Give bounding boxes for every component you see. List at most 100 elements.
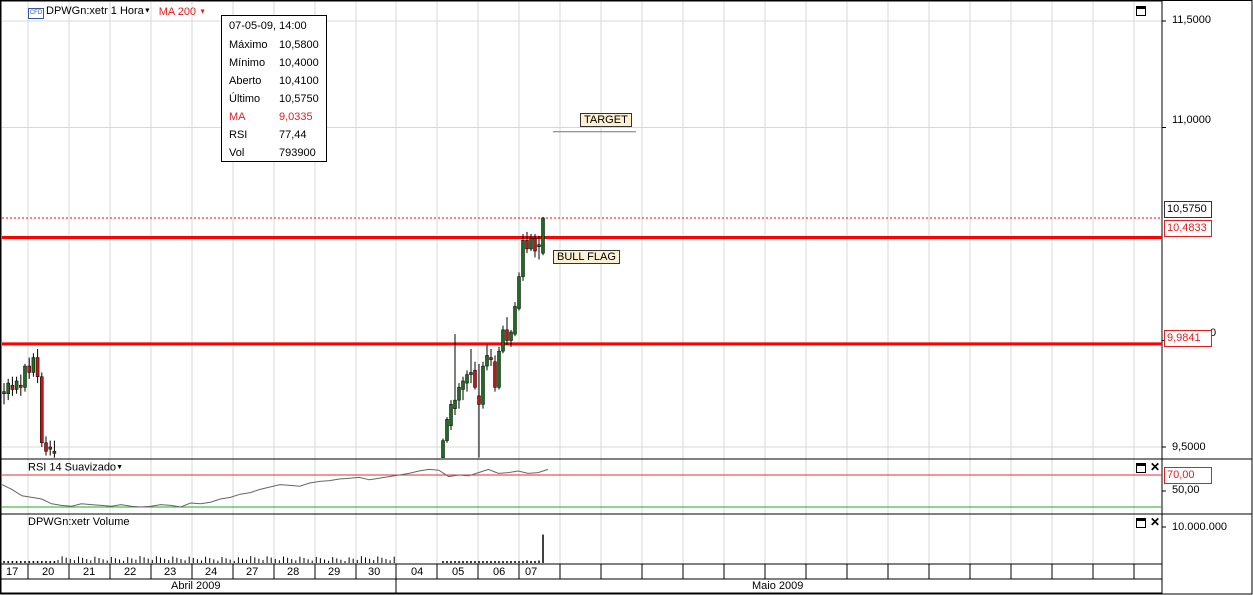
candle-body [23,365,27,388]
maximize-pane-icon[interactable] [1136,6,1146,16]
candle-body [52,451,57,454]
info-key: Máximo [229,39,268,51]
price-tick: 9,5000 [1172,441,1206,453]
candle-body [469,372,473,375]
info-row-max: Máximo 10,5800 [222,36,326,54]
time-axis [27,564,1135,593]
maximize-pane-icon[interactable] [1136,463,1146,473]
info-value: 10,4000 [279,57,319,69]
info-datetime: 07-05-09, 14:00 [229,20,307,32]
day-label: 20 [42,566,55,578]
candle-body [44,442,48,452]
candle-body [441,440,445,458]
cfd-icon: CFD [28,8,44,19]
candle-body [517,276,521,309]
candle-body [27,365,31,373]
candle-body [505,329,509,341]
info-row-open: Aberto 10,4100 [222,72,326,90]
candle-body [501,329,505,352]
candle-body [35,357,40,377]
dropdown-caret-icon: ▼ [116,464,123,471]
candle-body [10,384,15,390]
price-tick-partial: 0 [1210,327,1217,339]
candle-body [481,365,485,405]
candle-body [2,391,6,394]
rsi-title: RSI 14 Suavizado [28,461,117,474]
chart-frame [0,0,1163,594]
candle-body [537,244,541,248]
bull-flag-annotation[interactable]: BULL FLAG [553,250,620,264]
info-value: 10,4100 [279,75,319,87]
candlesticks [2,216,545,458]
info-key: RSI [229,129,248,141]
candle-body [509,331,513,341]
info-row-min: Mínimo 10,4000 [222,54,326,72]
candle-body [6,382,10,395]
month-label: Maio 2009 [752,580,804,592]
candle-body [485,355,489,367]
day-label: 17 [6,566,19,578]
candle-body [14,380,19,390]
candle-body [541,217,545,254]
ma-indicator-label: MA 200 [158,6,197,18]
day-label: 06 [493,566,506,578]
day-label: 27 [246,566,259,578]
maximize-pane-icon[interactable] [1136,518,1146,528]
close-pane-icon[interactable]: ✕ [1150,460,1161,474]
info-row-ma: MA 9,0335 [222,108,326,126]
grid [2,2,1162,564]
candle-body [489,357,493,360]
info-value: 10,5800 [279,39,319,51]
candle-body [449,404,453,426]
symbol-selector[interactable]: CFD DPWGn:xetr 1 Hora▼ [28,5,151,19]
day-label: 07 [525,566,538,578]
rsi-tick: 50,00 [1172,484,1200,496]
candle-body [31,357,36,373]
volume-tick: 10.000.000 [1172,521,1228,533]
day-label: 30 [368,566,381,578]
candle-body [525,240,529,250]
price-tick: 11,0000 [1172,114,1211,126]
level-lines [2,131,1162,346]
month-label: Abril 2009 [171,580,221,592]
info-key: MA [229,111,246,123]
day-label: 23 [164,566,177,578]
candle-body [497,350,501,388]
volume-pane-plot [3,526,1166,563]
day-label: 28 [287,566,300,578]
rsi-line [1,468,549,508]
support-price-tag: 9,9841 [1164,330,1212,347]
candle-body [40,376,44,443]
candle-body [461,380,465,390]
info-value: 10,5750 [279,93,319,105]
symbol-label: DPWGn:xetr 1 Hora [46,5,144,17]
close-pane-icon[interactable]: ✕ [1150,515,1161,529]
day-label: 24 [205,566,218,578]
info-key: Aberto [229,75,262,87]
candle-body [533,238,537,252]
candle-body [19,384,23,388]
target-annotation[interactable]: TARGET [580,113,632,127]
info-row-last: Último 10,5750 [222,90,326,108]
candle-body [48,446,52,450]
resistance-price-tag: 10,4833 [1164,220,1212,237]
candle-body [445,419,449,441]
candle-body [493,361,497,388]
info-value: 793900 [279,147,316,159]
day-label: 29 [328,566,341,578]
candle-body [453,399,457,409]
last-price-tag: 10,5750 [1164,201,1212,218]
candle-body [473,370,477,388]
candle-body [477,395,481,405]
day-label: 22 [124,566,137,578]
rsi-indicator-selector[interactable]: RSI 14 Suavizado▼ [28,461,123,474]
ma-indicator-selector[interactable]: MA 200 ▼ [159,6,206,18]
info-value: 77,44 [279,129,307,141]
day-label: 05 [452,566,465,578]
day-label: 04 [411,566,424,578]
info-row-rsi: RSI 77,44 [222,126,326,144]
price-tick: 11,5000 [1172,14,1211,26]
candle-body [529,238,533,250]
